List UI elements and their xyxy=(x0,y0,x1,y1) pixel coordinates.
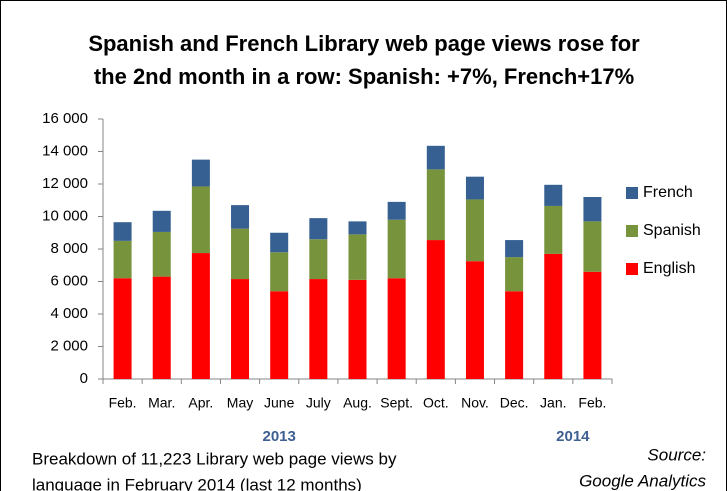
x-tick-label: June xyxy=(264,395,295,411)
x-tick-label: Mar. xyxy=(148,395,175,411)
bar-segment xyxy=(152,210,171,232)
x-tick-label: July xyxy=(306,395,331,411)
chart-title: Spanish and French Library web page view… xyxy=(88,31,640,56)
legend-label: English xyxy=(643,260,695,277)
bar-segment xyxy=(505,291,524,379)
bar-segment xyxy=(231,279,250,379)
source: Google Analytics xyxy=(579,471,706,490)
legend-label: French xyxy=(643,184,693,201)
bar-segment xyxy=(348,279,367,379)
legend-swatch xyxy=(626,263,638,275)
legend-swatch xyxy=(626,187,638,199)
bar-segment xyxy=(387,278,406,379)
bar-segment xyxy=(152,231,171,277)
y-tick-label: 12 000 xyxy=(42,175,88,192)
bar-segment xyxy=(387,219,406,279)
bar-segment xyxy=(270,232,289,253)
bar-segment xyxy=(544,253,563,379)
x-tick-label: Oct. xyxy=(423,395,449,411)
bar-segment xyxy=(505,257,524,292)
bar-segment xyxy=(544,184,563,206)
y-tick-label: 8 000 xyxy=(50,240,88,257)
x-tick-label: Nov. xyxy=(461,395,489,411)
plot: 0 2 000 4 000 6 000 8 000 10 000 12 000 14 000 1… xyxy=(42,110,701,445)
y-tick-label: 14 000 xyxy=(42,142,88,159)
bar-segment xyxy=(113,278,132,379)
x-tick-label: May xyxy=(227,395,253,411)
bar-segment xyxy=(191,159,210,187)
year-label: 2014 xyxy=(556,428,590,445)
chart-title: the 2nd month in a row: Spanish: +7%, Fr… xyxy=(94,64,634,89)
bar-segment xyxy=(465,176,484,200)
x-tick-label: Sept. xyxy=(380,395,413,411)
bar-segment xyxy=(387,201,406,220)
legend-swatch xyxy=(626,225,638,237)
bar-segment xyxy=(231,228,250,280)
bar-segment xyxy=(505,240,524,258)
year-label: 2013 xyxy=(263,428,296,445)
bar-segment xyxy=(152,276,171,379)
bar-segment xyxy=(465,261,484,379)
bar-segment xyxy=(191,186,210,254)
y-tick-label: 4 000 xyxy=(50,305,88,322)
legend-label: Spanish xyxy=(643,222,701,239)
note: Breakdown of 11,223 Library web page vie… xyxy=(32,449,397,468)
x-tick-label: Feb. xyxy=(109,395,137,411)
bar-segment xyxy=(231,205,250,229)
y-tick-label: 10 000 xyxy=(42,207,88,224)
bar-segment xyxy=(348,221,367,235)
bar-segment xyxy=(544,205,563,254)
bar-segment xyxy=(426,145,445,170)
x-tick-label: Aug. xyxy=(343,395,372,411)
bar-segment xyxy=(583,271,602,379)
bar-segment xyxy=(113,240,132,279)
y-tick-label: 6 000 xyxy=(50,272,88,289)
bar-segment xyxy=(583,197,602,222)
bar-segment xyxy=(113,222,132,241)
y-tick-label: 16 000 xyxy=(42,110,88,127)
source: Source: xyxy=(647,445,706,464)
y-tick-label: 0 xyxy=(80,370,88,387)
bar-segment xyxy=(426,240,445,379)
bar-segment xyxy=(191,253,210,379)
bar-segment xyxy=(270,291,289,379)
bar-segment xyxy=(270,252,289,292)
bar-segment xyxy=(348,234,367,280)
note: language in February 2014 (last 12 month… xyxy=(32,475,362,491)
bar-segment xyxy=(309,279,328,379)
x-tick-label: Jan. xyxy=(540,395,566,411)
x-tick-label: Feb. xyxy=(578,395,606,411)
bar-segment xyxy=(309,218,328,240)
y-tick-label: 2 000 xyxy=(50,337,88,354)
x-tick-label: Apr. xyxy=(188,395,213,411)
bar-segment xyxy=(465,199,484,262)
bar-segment xyxy=(583,221,602,272)
bar-segment xyxy=(309,239,328,280)
x-tick-label: Dec. xyxy=(500,395,529,411)
bar-segment xyxy=(426,169,445,241)
